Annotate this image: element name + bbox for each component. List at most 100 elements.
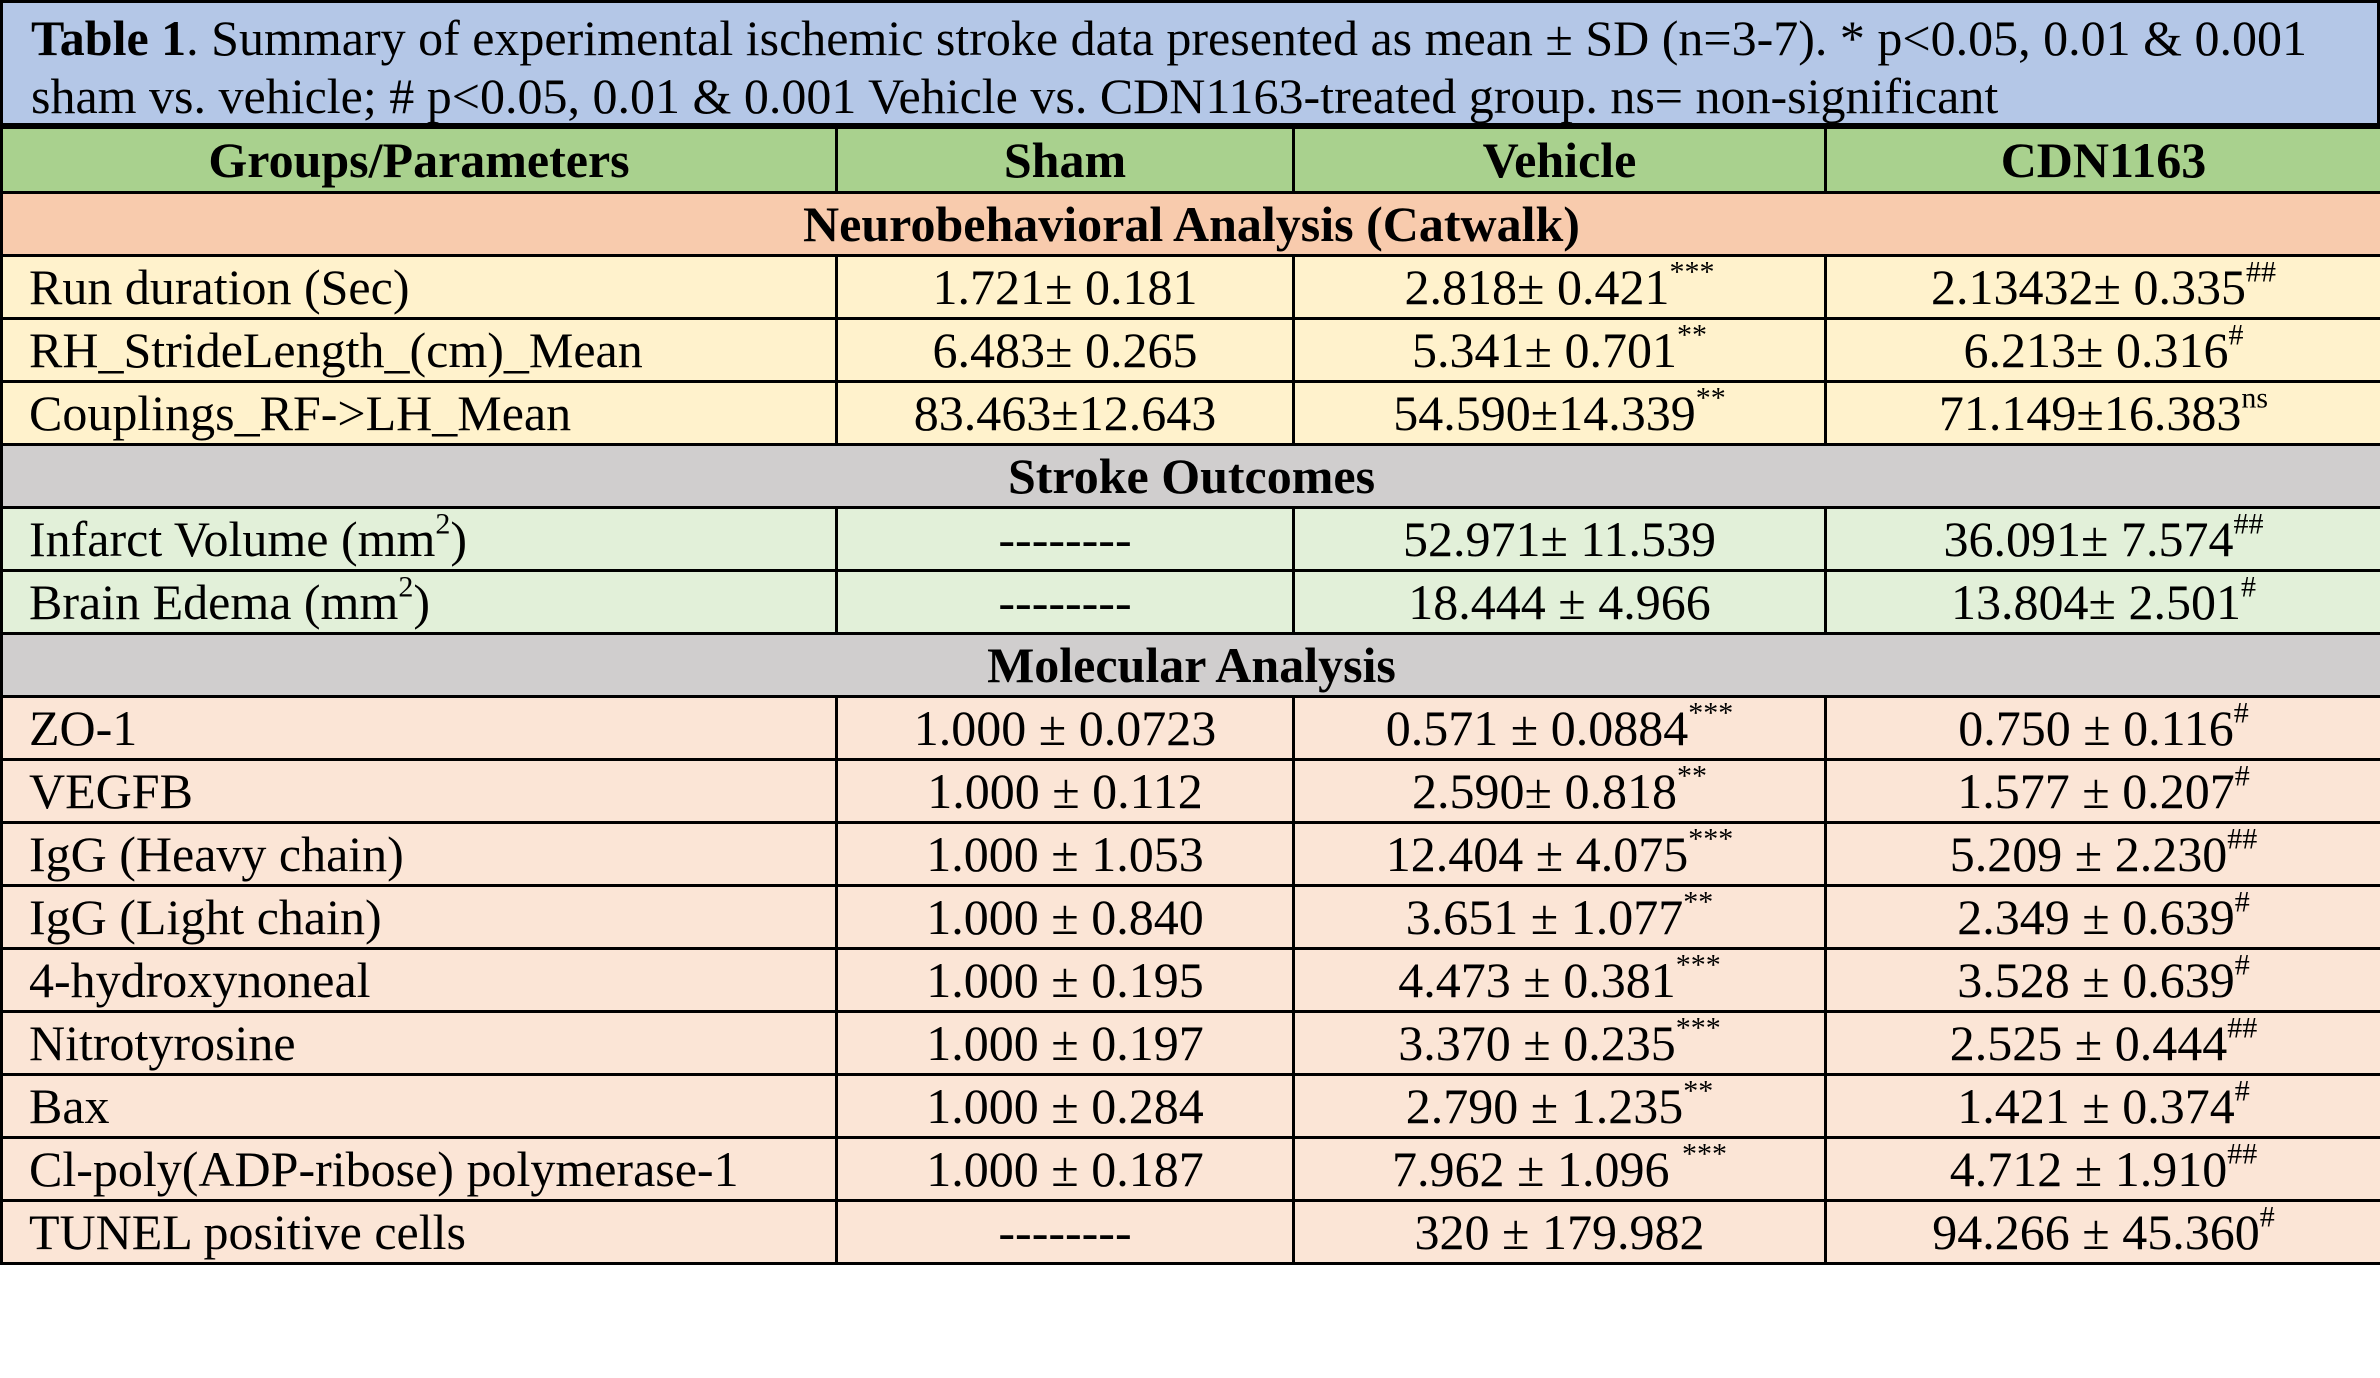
sham-value: 1.000 ± 0.187 <box>926 1141 1204 1197</box>
vehicle-value: 2.590± 0.818 <box>1412 763 1677 819</box>
table-body: Neurobehavioral Analysis (Catwalk) Run du… <box>0 191 2380 1265</box>
vehicle-value-cell: 2.818± 0.421*** <box>1292 254 1827 320</box>
header-row: Groups/Parameters Sham Vehicle CDN1163 <box>0 126 2380 194</box>
table-row: 4-hydroxynoneal 1.000 ± 0.195 4.473 ± 0.38… <box>0 947 2380 1013</box>
cdn-value-cell: 2.349 ± 0.639# <box>1824 884 2380 950</box>
vehicle-value-cell: 3.651 ± 1.077** <box>1292 884 1827 950</box>
cdn-value-cell: 6.213± 0.316# <box>1824 317 2380 383</box>
parameter-label: Cl-poly(ADP-ribose) polymerase-1 <box>29 1141 739 1197</box>
parameter-name: Nitrotyrosine <box>0 1010 838 1076</box>
parameter-label: Couplings_RF->LH_Mean <box>29 385 572 441</box>
sham-value: -------- <box>998 574 1132 630</box>
vehicle-value: 7.962 ± 1.096 <box>1392 1141 1682 1197</box>
significance-marker: ** <box>1676 318 1707 352</box>
sham-value: -------- <box>998 1204 1132 1260</box>
sham-value-cell: 1.000 ± 0.197 <box>835 1010 1295 1076</box>
parameter-name: Infarct Volume (mm2) <box>0 506 838 572</box>
sham-value: 1.000 ± 0.284 <box>926 1078 1204 1134</box>
cdn-value-cell: 13.804± 2.501# <box>1824 569 2380 635</box>
cdn-value-cell: 1.577 ± 0.207# <box>1824 758 2380 824</box>
parameter-name: Run duration (Sec) <box>0 254 838 320</box>
section-header-row: Molecular Analysis <box>0 632 2380 698</box>
sham-value: 1.000 ± 0.0723 <box>913 700 1217 756</box>
significance-marker: ## <box>2227 822 2258 856</box>
significance-marker: # <box>2234 759 2250 793</box>
section-title: Stroke Outcomes <box>0 443 2380 509</box>
table-row: Nitrotyrosine 1.000 ± 0.197 3.370 ± 0.235*… <box>0 1010 2380 1076</box>
table-row: Bax 1.000 ± 0.284 2.790 ± 1.235** 1.421 ± 0… <box>0 1073 2380 1139</box>
table-row: Infarct Volume (mm2) -------- 52.971± 11.5… <box>0 506 2380 572</box>
significance-marker: *** <box>1688 822 1734 856</box>
cdn-value: 6.213± 0.316 <box>1963 322 2229 378</box>
sham-value: 1.000 ± 1.053 <box>926 826 1204 882</box>
cdn-value: 71.149±16.383 <box>1938 385 2242 441</box>
significance-marker: *** <box>1681 1137 1727 1171</box>
table-row: Run duration (Sec) 1.721± 0.181 2.818± 0.4… <box>0 254 2380 320</box>
significance-marker: *** <box>1688 696 1734 730</box>
vehicle-value: 5.341± 0.701 <box>1412 322 1677 378</box>
cdn-value-cell: 2.525 ± 0.444## <box>1824 1010 2380 1076</box>
cdn-value: 1.577 ± 0.207 <box>1957 763 2235 819</box>
significance-marker: ** <box>1683 885 1714 919</box>
significance-marker: # <box>2234 1074 2250 1108</box>
cdn-value: 3.528 ± 0.639 <box>1957 952 2235 1008</box>
vehicle-value-cell: 2.790 ± 1.235** <box>1292 1073 1827 1139</box>
section-header-row: Stroke Outcomes <box>0 443 2380 509</box>
vehicle-value: 320 ± 179.982 <box>1414 1204 1705 1260</box>
parameter-label-tail: ) <box>450 511 468 567</box>
parameter-name: ZO-1 <box>0 695 838 761</box>
sham-value-cell: -------- <box>835 569 1295 635</box>
table-row: Cl-poly(ADP-ribose) polymerase-1 1.000 ± … <box>0 1136 2380 1202</box>
parameter-name: TUNEL positive cells <box>0 1199 838 1265</box>
sham-value: 1.000 ± 0.195 <box>926 952 1204 1008</box>
significance-marker: *** <box>1675 1011 1721 1045</box>
parameter-label: Infarct Volume (mm <box>29 511 436 567</box>
cdn-value: 2.13432± 0.335 <box>1931 259 2246 315</box>
parameter-label: IgG (Light chain) <box>29 889 382 945</box>
vehicle-value: 12.404 ± 4.075 <box>1385 826 1689 882</box>
parameter-name: Cl-poly(ADP-ribose) polymerase-1 <box>0 1136 838 1202</box>
parameter-name: IgG (Heavy chain) <box>0 821 838 887</box>
cdn-value-cell: 0.750 ± 0.116# <box>1824 695 2380 761</box>
vehicle-value-cell: 4.473 ± 0.381*** <box>1292 947 1827 1013</box>
cdn-value: 13.804± 2.501 <box>1951 574 2241 630</box>
cdn-value: 0.750 ± 0.116 <box>1958 700 2234 756</box>
cdn-value-cell: 2.13432± 0.335## <box>1824 254 2380 320</box>
section-title: Neurobehavioral Analysis (Catwalk) <box>0 191 2380 257</box>
parameter-label: Bax <box>29 1078 110 1134</box>
cdn-value: 5.209 ± 2.230 <box>1949 826 2228 882</box>
parameter-label: VEGFB <box>29 763 193 819</box>
sham-value: 1.721± 0.181 <box>932 259 1198 315</box>
vehicle-value-cell: 320 ± 179.982 <box>1292 1199 1827 1265</box>
cdn-value-cell: 71.149±16.383ns <box>1824 380 2380 446</box>
unit-exponent: 2 <box>435 507 451 541</box>
header-sham: Sham <box>835 126 1295 194</box>
significance-marker: ## <box>2227 1011 2258 1045</box>
sham-value-cell: 6.483± 0.265 <box>835 317 1295 383</box>
table-row: ZO-1 1.000 ± 0.0723 0.571 ± 0.0884*** 0.750… <box>0 695 2380 761</box>
cdn-value-cell: 4.712 ± 1.910## <box>1824 1136 2380 1202</box>
header-vehicle: Vehicle <box>1292 126 1827 194</box>
table-row: VEGFB 1.000 ± 0.112 2.590± 0.818** 1.577 ± … <box>0 758 2380 824</box>
sham-value-cell: 83.463±12.643 <box>835 380 1295 446</box>
sham-value-cell: -------- <box>835 506 1295 572</box>
section-title: Molecular Analysis <box>0 632 2380 698</box>
parameter-label: IgG (Heavy chain) <box>29 826 404 882</box>
parameter-label: RH_StrideLength_(cm)_Mean <box>29 322 643 378</box>
header-cdn1163: CDN1163 <box>1824 126 2380 194</box>
sham-value-cell: 1.000 ± 0.284 <box>835 1073 1295 1139</box>
significance-marker: ns <box>2241 381 2269 415</box>
caption-text: . Summary of experimental ischemic strok… <box>31 10 2308 124</box>
sham-value-cell: 1.000 ± 0.840 <box>835 884 1295 950</box>
vehicle-value: 3.651 ± 1.077 <box>1405 889 1684 945</box>
vehicle-value: 18.444 ± 4.966 <box>1408 574 1711 630</box>
significance-marker: ## <box>2245 255 2276 289</box>
table-figure: Table 1. Summary of experimental ischemi… <box>0 0 2380 1265</box>
vehicle-value: 2.790 ± 1.235 <box>1405 1078 1684 1134</box>
significance-marker: ** <box>1676 759 1707 793</box>
parameter-label: Brain Edema (mm <box>29 574 399 630</box>
vehicle-value: 3.370 ± 0.235 <box>1398 1015 1676 1071</box>
summary-table: Groups/Parameters Sham Vehicle CDN1163 N… <box>0 126 2380 1265</box>
header-groups: Groups/Parameters <box>0 126 838 194</box>
parameter-label-tail: ) <box>413 574 430 630</box>
